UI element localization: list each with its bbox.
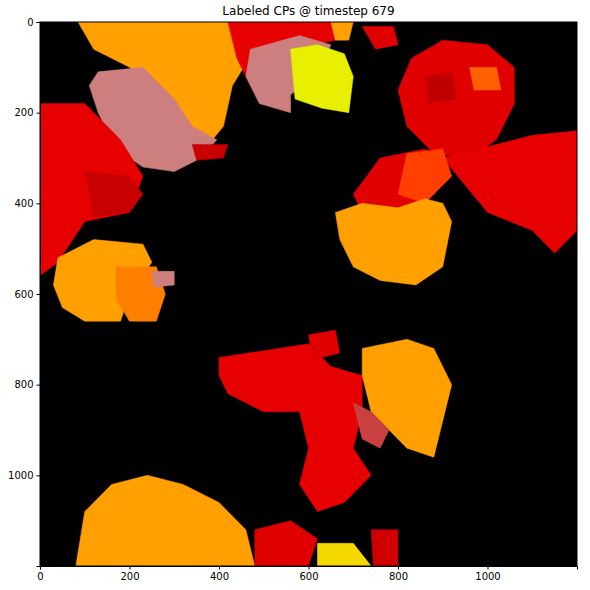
tick: 600: [299, 566, 318, 582]
x-axis: 0 200 400 600 800 1000: [37, 566, 577, 582]
tick-label: 200: [14, 107, 33, 118]
region: [85, 172, 143, 217]
tick: 200: [14, 107, 40, 118]
tick-label: 1000: [475, 571, 500, 582]
region: [362, 27, 398, 50]
tick-mark: [219, 566, 220, 570]
tick-label: 1000: [8, 470, 33, 481]
region: [291, 45, 354, 113]
tick: 800: [389, 566, 408, 582]
chart: 0 200 400 600 800 1000 0 200 400 600 800 1000 Labele…: [0, 0, 590, 590]
region: [425, 72, 456, 104]
tick-mark: [37, 294, 41, 295]
frame: [40, 22, 577, 566]
region: [371, 530, 398, 566]
y-axis: 0 200 400 600 800 1000: [8, 17, 40, 567]
plot-background: [40, 22, 577, 566]
tick-mark: [309, 566, 310, 570]
tick-mark: [398, 566, 399, 570]
region: [331, 22, 353, 40]
tick: 400: [210, 566, 229, 582]
regions: [40, 22, 577, 566]
tick-mark: [130, 566, 131, 570]
region: [398, 40, 514, 158]
tick-mark: [37, 113, 41, 114]
tick-mark: [37, 475, 41, 476]
tick: 200: [120, 566, 139, 582]
tick: 0: [37, 566, 43, 582]
tick-label: 600: [14, 289, 33, 300]
axis-line: [41, 567, 578, 570]
region: [76, 475, 255, 566]
tick-mark: [37, 22, 41, 23]
tick-label: 0: [37, 571, 43, 582]
region: [152, 271, 174, 287]
tick-label: 400: [14, 198, 33, 209]
region: [335, 199, 451, 285]
tick-mark: [37, 203, 41, 204]
tick-mark: [488, 566, 489, 570]
tick: 600: [14, 289, 40, 300]
region: [309, 330, 340, 359]
tick-label: 600: [299, 571, 318, 582]
region: [470, 67, 501, 90]
tick: 800: [14, 379, 40, 390]
tick: 1000: [8, 470, 40, 481]
region: [255, 521, 318, 566]
region: [398, 149, 452, 203]
tick-label: 800: [389, 571, 408, 582]
tick-label: 400: [210, 571, 229, 582]
tick: 1000: [475, 566, 500, 582]
region: [192, 144, 228, 160]
tick-mark: [37, 385, 41, 386]
region: [443, 131, 577, 253]
tick: 400: [14, 198, 40, 209]
title: Labeled CPs @ timestep 679: [222, 4, 394, 18]
region: [317, 543, 371, 566]
tick-label: 200: [120, 571, 139, 582]
tick-label: 0: [27, 17, 33, 28]
region: [353, 403, 389, 448]
tick-label: 800: [14, 379, 33, 390]
tick: 0: [27, 17, 40, 28]
region: [219, 344, 371, 512]
